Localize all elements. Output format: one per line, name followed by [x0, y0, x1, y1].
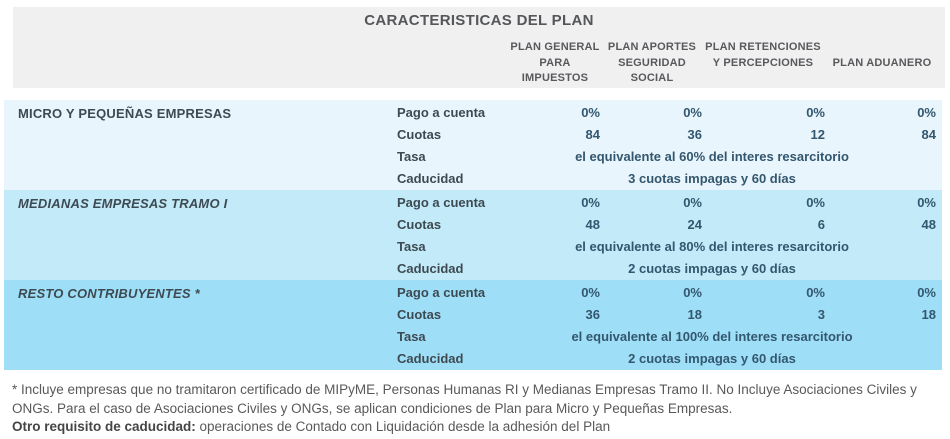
column-header-plan-aduanero: PLAN ADUANERO — [832, 57, 932, 69]
row-label: Cuotas — [397, 307, 442, 322]
value-cell: 48 — [585, 217, 600, 232]
value-cell: 24 — [687, 217, 702, 232]
section-medianas-empresas-tramo-i: MEDIANAS EMPRESAS TRAMO I Pago a cuenta … — [4, 190, 942, 280]
value-cell: 0% — [806, 105, 825, 120]
footnote-asterisk-note: * Incluye empresas que no tramitaron cer… — [12, 382, 917, 416]
value-cell: 48 — [921, 217, 936, 232]
row-label: Caducidad — [397, 171, 464, 186]
table-row-pago-a-cuenta: Pago a cuenta 0% 0% 0% 0% — [393, 102, 942, 124]
footnote-bold-label: Otro requisito de caducidad: — [12, 419, 196, 434]
row-label: Tasa — [397, 149, 426, 164]
value-cell: 36 — [687, 127, 702, 142]
value-cell: 0% — [683, 105, 702, 120]
footnote: * Incluye empresas que no tramitaron cer… — [12, 381, 934, 437]
section-title: RESTO CONTRIBUYENTES * — [18, 286, 200, 301]
value-cell: 84 — [921, 127, 936, 142]
table-row-cuotas: Cuotas 84 36 12 84 — [393, 124, 942, 146]
table-row-tasa: Tasa el equivalente al 80% del interes r… — [393, 236, 942, 258]
column-header-plan-retenciones-percepciones: PLAN RETENCIONES Y PERCEPCIONES — [705, 41, 821, 69]
spanning-value: el equivalente al 100% del interes resar… — [571, 329, 853, 344]
section-resto-contribuyentes: RESTO CONTRIBUYENTES * Pago a cuenta 0% … — [4, 280, 942, 370]
column-header-plan-general-impuestos: PLAN GENERAL PARA IMPUESTOS — [510, 41, 600, 84]
table-row-tasa: Tasa el equivalente al 60% del interes r… — [393, 146, 942, 168]
spanning-value: 2 cuotas impagas y 60 días — [628, 351, 796, 366]
value-cell: 36 — [585, 307, 600, 322]
table-row-tasa: Tasa el equivalente al 100% del interes … — [393, 326, 942, 348]
row-label: Pago a cuenta — [397, 285, 486, 300]
value-cell: 84 — [585, 127, 600, 142]
section-rows: Pago a cuenta 0% 0% 0% 0% Cuotas 36 18 3… — [393, 282, 942, 370]
spanning-value: el equivalente al 80% del interes resarc… — [575, 239, 849, 254]
value-cell: 0% — [581, 195, 600, 210]
table-row-cuotas: Cuotas 48 24 6 48 — [393, 214, 942, 236]
page-title: CARACTERISTICAS DEL PLAN — [364, 12, 594, 29]
table-row-caducidad: Caducidad 3 cuotas impagas y 60 días — [393, 168, 942, 190]
row-label: Tasa — [397, 329, 426, 344]
table-row-cuotas: Cuotas 36 18 3 18 — [393, 304, 942, 326]
spanning-value: 3 cuotas impagas y 60 días — [628, 171, 796, 186]
spanning-value: 2 cuotas impagas y 60 días — [628, 261, 796, 276]
spanning-value: el equivalente al 60% del interes resarc… — [575, 149, 849, 164]
value-cell: 0% — [806, 285, 825, 300]
value-cell: 0% — [683, 195, 702, 210]
table-row-caducidad: Caducidad 2 cuotas impagas y 60 días — [393, 258, 942, 280]
table-row-pago-a-cuenta: Pago a cuenta 0% 0% 0% 0% — [393, 192, 942, 214]
section-rows: Pago a cuenta 0% 0% 0% 0% Cuotas 48 24 6… — [393, 192, 942, 280]
column-header-plan-aportes-seguridad-social: PLAN APORTES SEGURIDAD SOCIAL — [607, 41, 697, 84]
section-micro-y-pequenas-empresas: MICRO Y PEQUEÑAS EMPRESAS Pago a cuenta … — [4, 100, 942, 190]
row-label: Tasa — [397, 239, 426, 254]
row-label: Pago a cuenta — [397, 105, 486, 120]
table-row-caducidad: Caducidad 2 cuotas impagas y 60 días — [393, 348, 942, 370]
value-cell: 0% — [581, 285, 600, 300]
value-cell: 12 — [810, 127, 825, 142]
value-cell: 18 — [687, 307, 702, 322]
table-header: CARACTERISTICAS DEL PLAN PLAN GENERAL PA… — [13, 7, 945, 88]
row-label: Pago a cuenta — [397, 195, 486, 210]
value-cell: 18 — [921, 307, 936, 322]
table-row-pago-a-cuenta: Pago a cuenta 0% 0% 0% 0% — [393, 282, 942, 304]
footnote-text: * Incluye empresas que no tramitaron cer… — [12, 381, 934, 437]
section-title: MEDIANAS EMPRESAS TRAMO I — [18, 196, 228, 211]
value-cell: 0% — [806, 195, 825, 210]
row-label: Cuotas — [397, 217, 442, 232]
value-cell: 0% — [917, 195, 936, 210]
value-cell: 3 — [817, 307, 825, 322]
row-label: Cuotas — [397, 127, 442, 142]
value-cell: 0% — [917, 105, 936, 120]
footnote-bold-rest: operaciones de Contado con Liquidación d… — [195, 419, 611, 434]
section-rows: Pago a cuenta 0% 0% 0% 0% Cuotas 84 36 1… — [393, 102, 942, 190]
value-cell: 0% — [683, 285, 702, 300]
value-cell: 6 — [817, 217, 825, 232]
row-label: Caducidad — [397, 351, 464, 366]
value-cell: 0% — [581, 105, 600, 120]
row-label: Caducidad — [397, 261, 464, 276]
value-cell: 0% — [917, 285, 936, 300]
section-title: MICRO Y PEQUEÑAS EMPRESAS — [18, 106, 232, 121]
